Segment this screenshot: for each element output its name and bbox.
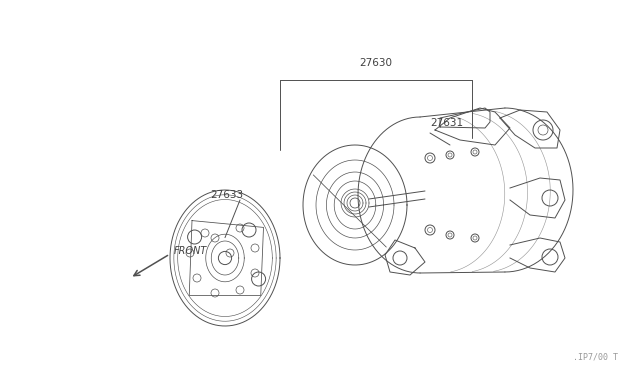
Text: 27631: 27631 bbox=[430, 118, 463, 128]
Text: 27633: 27633 bbox=[210, 190, 243, 200]
Text: FRONT: FRONT bbox=[174, 246, 207, 256]
Text: .IP7/00 T: .IP7/00 T bbox=[573, 353, 618, 362]
Text: 27630: 27630 bbox=[360, 58, 392, 68]
